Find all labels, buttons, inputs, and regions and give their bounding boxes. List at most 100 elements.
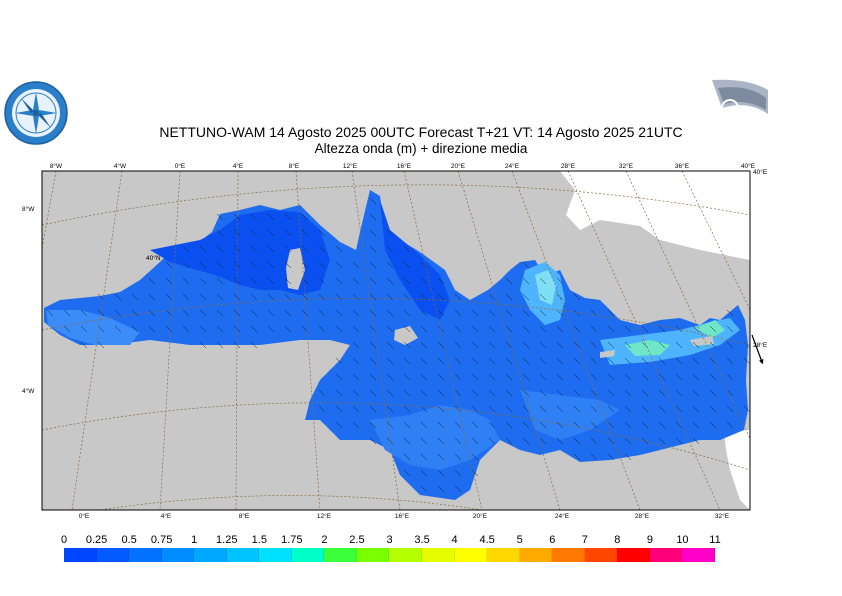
direction-arrow — [726, 389, 734, 397]
colorbar-tick-label: 3 — [386, 534, 393, 546]
direction-arrow — [267, 277, 275, 285]
top-lon-label: 4°E — [233, 162, 244, 170]
direction-arrow — [437, 453, 445, 461]
direction-arrow — [437, 389, 445, 397]
direction-arrow — [675, 389, 683, 397]
direction-arrow — [726, 325, 734, 333]
direction-arrow — [318, 405, 326, 413]
direction-arrow — [454, 485, 462, 493]
direction-arrow — [556, 357, 564, 365]
direction-arrow — [403, 405, 411, 413]
direction-arrow — [607, 453, 615, 461]
direction-arrow — [539, 405, 547, 413]
black-sea-nodata — [560, 171, 750, 260]
colorbar-swatch — [96, 548, 130, 562]
direction-arrow — [318, 245, 326, 253]
direction-arrow — [556, 405, 564, 413]
inner-lat-label: 40°N — [146, 254, 161, 262]
direction-arrow — [182, 261, 190, 269]
direction-arrow — [743, 405, 750, 413]
direction-arrow — [675, 421, 683, 429]
direction-arrow — [726, 341, 734, 349]
direction-arrow — [420, 325, 428, 333]
direction-arrow — [182, 293, 190, 301]
direction-arrow — [80, 341, 88, 349]
direction-arrow — [284, 261, 292, 269]
direction-arrow — [709, 405, 717, 413]
direction-arrow — [267, 261, 275, 269]
direction-arrow — [607, 341, 615, 349]
direction-arrow — [250, 341, 258, 349]
direction-arrow — [675, 325, 683, 333]
colorbar-swatch — [194, 548, 227, 562]
direction-arrow — [573, 389, 581, 397]
direction-arrow — [63, 325, 71, 333]
direction-arrow — [539, 373, 547, 381]
direction-arrow — [369, 389, 377, 397]
direction-arrow — [386, 373, 394, 381]
direction-arrow — [46, 309, 54, 317]
direction-arrow — [386, 389, 394, 397]
direction-arrow — [624, 421, 632, 429]
direction-arrow — [607, 373, 615, 381]
direction-arrow — [539, 341, 547, 349]
direction-arrow — [658, 437, 666, 445]
direction-arrow — [386, 341, 394, 349]
direction-arrow — [454, 437, 462, 445]
direction-arrow — [471, 421, 479, 429]
direction-arrow — [641, 421, 649, 429]
direction-arrow — [352, 405, 360, 413]
direction-arrow — [641, 357, 649, 365]
direction-arrow — [284, 325, 292, 333]
direction-arrow — [692, 421, 700, 429]
direction-arrow — [675, 373, 683, 381]
direction-arrow — [437, 293, 445, 301]
direction-arrow — [505, 293, 513, 301]
colorbar-swatch — [454, 548, 488, 562]
direction-arrow — [369, 341, 377, 349]
direction-arrow — [267, 213, 275, 221]
direction-arrow — [505, 389, 513, 397]
colorbar-tick-label: 3.5 — [414, 534, 430, 546]
direction-arrow — [216, 341, 224, 349]
direction-arrow — [522, 357, 530, 365]
direction-arrow — [148, 293, 156, 301]
direction-arrow — [403, 453, 411, 461]
direction-arrow — [454, 341, 462, 349]
direction-arrow — [318, 309, 326, 317]
direction-arrow — [369, 245, 377, 253]
direction-arrow — [505, 373, 513, 381]
colorbar-tick-label: 9 — [646, 534, 653, 546]
direction-arrow — [267, 325, 275, 333]
colorbar-tick-label: 0.5 — [121, 534, 137, 546]
direction-arrow — [165, 277, 173, 285]
direction-arrow — [726, 373, 734, 381]
direction-arrow — [539, 421, 547, 429]
direction-arrow — [403, 373, 411, 381]
direction-arrow — [522, 421, 530, 429]
direction-arrow — [709, 389, 717, 397]
direction-arrow — [301, 245, 309, 253]
direction-arrow — [386, 357, 394, 365]
direction-arrow — [471, 469, 479, 477]
direction-arrow — [352, 277, 360, 285]
direction-arrow — [437, 341, 445, 349]
direction-arrow — [454, 469, 462, 477]
colorbar-tick-label: 4.5 — [479, 534, 495, 546]
direction-arrow — [386, 245, 394, 253]
direction-arrow — [692, 357, 700, 365]
direction-arrow — [420, 469, 428, 477]
direction-arrow — [267, 309, 275, 317]
direction-arrow — [522, 405, 530, 413]
direction-arrow — [556, 389, 564, 397]
colorbar-swatch — [519, 548, 553, 562]
direction-arrow — [352, 421, 360, 429]
colorbar-swatch — [64, 548, 97, 562]
direction-arrow — [216, 213, 224, 221]
direction-arrow — [454, 309, 462, 317]
direction-arrow — [573, 293, 581, 301]
direction-arrow — [216, 229, 224, 237]
direction-arrow — [624, 453, 632, 461]
direction-arrow — [590, 373, 598, 381]
